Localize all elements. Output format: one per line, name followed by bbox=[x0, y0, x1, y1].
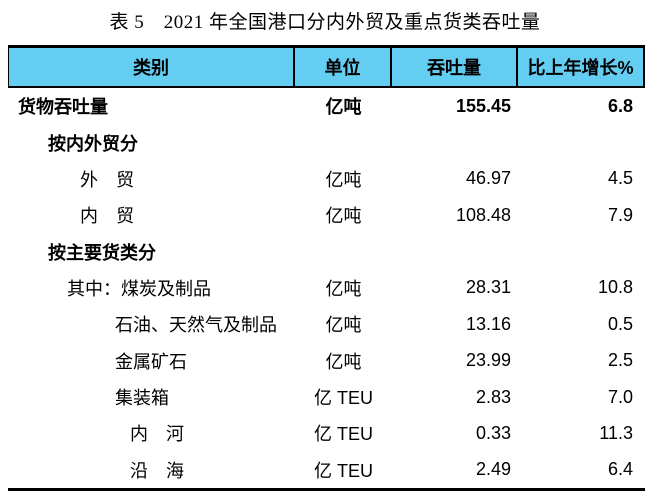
row-throughput-value: 23.99 bbox=[465, 350, 511, 371]
row-throughput-value: 13.16 bbox=[465, 313, 511, 334]
row-growth-value: 6.4 bbox=[607, 459, 633, 480]
row-category-label: 集装箱 bbox=[115, 388, 169, 409]
row-unit: 亿吨 bbox=[325, 278, 362, 299]
row-unit: 亿 TEU bbox=[313, 388, 373, 409]
row-growth-value: 4.5 bbox=[607, 168, 633, 189]
row-unit: 亿吨 bbox=[325, 169, 362, 190]
row-category-label: 其中：煤炭及制品 bbox=[67, 278, 211, 299]
table-row: 货物吞吐量 亿吨 155.45 6.8 bbox=[8, 88, 645, 124]
row-unit bbox=[295, 233, 392, 269]
row-throughput-value: 2.83 bbox=[475, 386, 511, 407]
row-unit bbox=[295, 124, 392, 160]
row-growth-value: 2.5 bbox=[607, 350, 633, 371]
table-row: 沿 海 亿 TEU 2.49 6.4 bbox=[8, 452, 645, 488]
row-throughput-value: 108.48 bbox=[455, 204, 511, 225]
column-header-throughput: 吞吐量 bbox=[390, 48, 516, 86]
table-row: 其中：煤炭及制品 亿吨 28.31 10.8 bbox=[8, 270, 645, 306]
row-throughput-value: 0.33 bbox=[475, 422, 511, 443]
table-row: 外 贸 亿吨 46.97 4.5 bbox=[8, 161, 645, 197]
row-unit: 亿吨 bbox=[325, 206, 362, 227]
row-category-label: 货物吞吐量 bbox=[18, 97, 108, 118]
table-header-row: 类别 单位 吞吐量 比上年增长% bbox=[8, 45, 645, 88]
row-unit: 亿吨 bbox=[325, 315, 362, 336]
row-category-label: 按主要货类分 bbox=[48, 242, 156, 263]
row-category-label: 按内外贸分 bbox=[48, 133, 138, 154]
table-row: 内 贸 亿吨 108.48 7.9 bbox=[8, 197, 645, 233]
column-header-unit: 单位 bbox=[293, 48, 390, 86]
row-category-label: 沿 海 bbox=[130, 460, 184, 481]
row-category-label: 金属矿石 bbox=[115, 351, 187, 372]
table-row: 内 河 亿 TEU 0.33 11.3 bbox=[8, 415, 645, 451]
throughput-table: 类别 单位 吞吐量 比上年增长% 货物吞吐量 亿吨 155.45 6.8 按内外贸分外 … bbox=[8, 45, 645, 491]
table-row: 集装箱 亿 TEU 2.83 7.0 bbox=[8, 379, 645, 415]
row-growth-value: 0.5 bbox=[607, 313, 633, 334]
column-header-category: 类别 bbox=[133, 58, 169, 78]
row-throughput-value bbox=[392, 233, 518, 269]
row-unit: 亿吨 bbox=[325, 97, 362, 118]
row-category-label: 外 贸 bbox=[80, 169, 134, 190]
row-growth-value: 7.9 bbox=[607, 204, 633, 225]
row-category-label: 石油、天然气及制品 bbox=[115, 315, 277, 336]
row-growth-value: 7.0 bbox=[607, 386, 633, 407]
row-throughput-value: 2.49 bbox=[475, 459, 511, 480]
row-unit: 亿 TEU bbox=[313, 460, 373, 481]
column-header-growth: 比上年增长% bbox=[516, 48, 643, 86]
row-growth-value: 11.3 bbox=[599, 422, 633, 443]
table-body: 货物吞吐量 亿吨 155.45 6.8 按内外贸分外 贸亿吨 46.97 4.5 内 贸亿吨 1… bbox=[8, 88, 645, 491]
row-growth-value: 6.8 bbox=[607, 95, 633, 116]
table-row: 石油、天然气及制品 亿吨 13.16 0.5 bbox=[8, 306, 645, 342]
row-growth-value bbox=[518, 124, 645, 160]
row-growth-value bbox=[518, 233, 645, 269]
row-throughput-value bbox=[392, 124, 518, 160]
row-unit: 亿吨 bbox=[325, 351, 362, 372]
row-growth-value: 10.8 bbox=[597, 277, 633, 298]
row-throughput-value: 28.31 bbox=[465, 277, 511, 298]
table-row: 按主要货类分 bbox=[8, 233, 645, 269]
table-row: 金属矿石 亿吨 23.99 2.5 bbox=[8, 343, 645, 379]
row-unit: 亿 TEU bbox=[313, 424, 373, 445]
table-row: 按内外贸分 bbox=[8, 124, 645, 160]
table-title: 表 5 2021 年全国港口分内外贸及重点货类吞吐量 bbox=[109, 12, 541, 33]
row-throughput-value: 155.45 bbox=[455, 95, 511, 116]
row-category-label: 内 河 bbox=[130, 424, 184, 445]
row-throughput-value: 46.97 bbox=[465, 168, 511, 189]
row-category-label: 内 贸 bbox=[80, 206, 134, 227]
